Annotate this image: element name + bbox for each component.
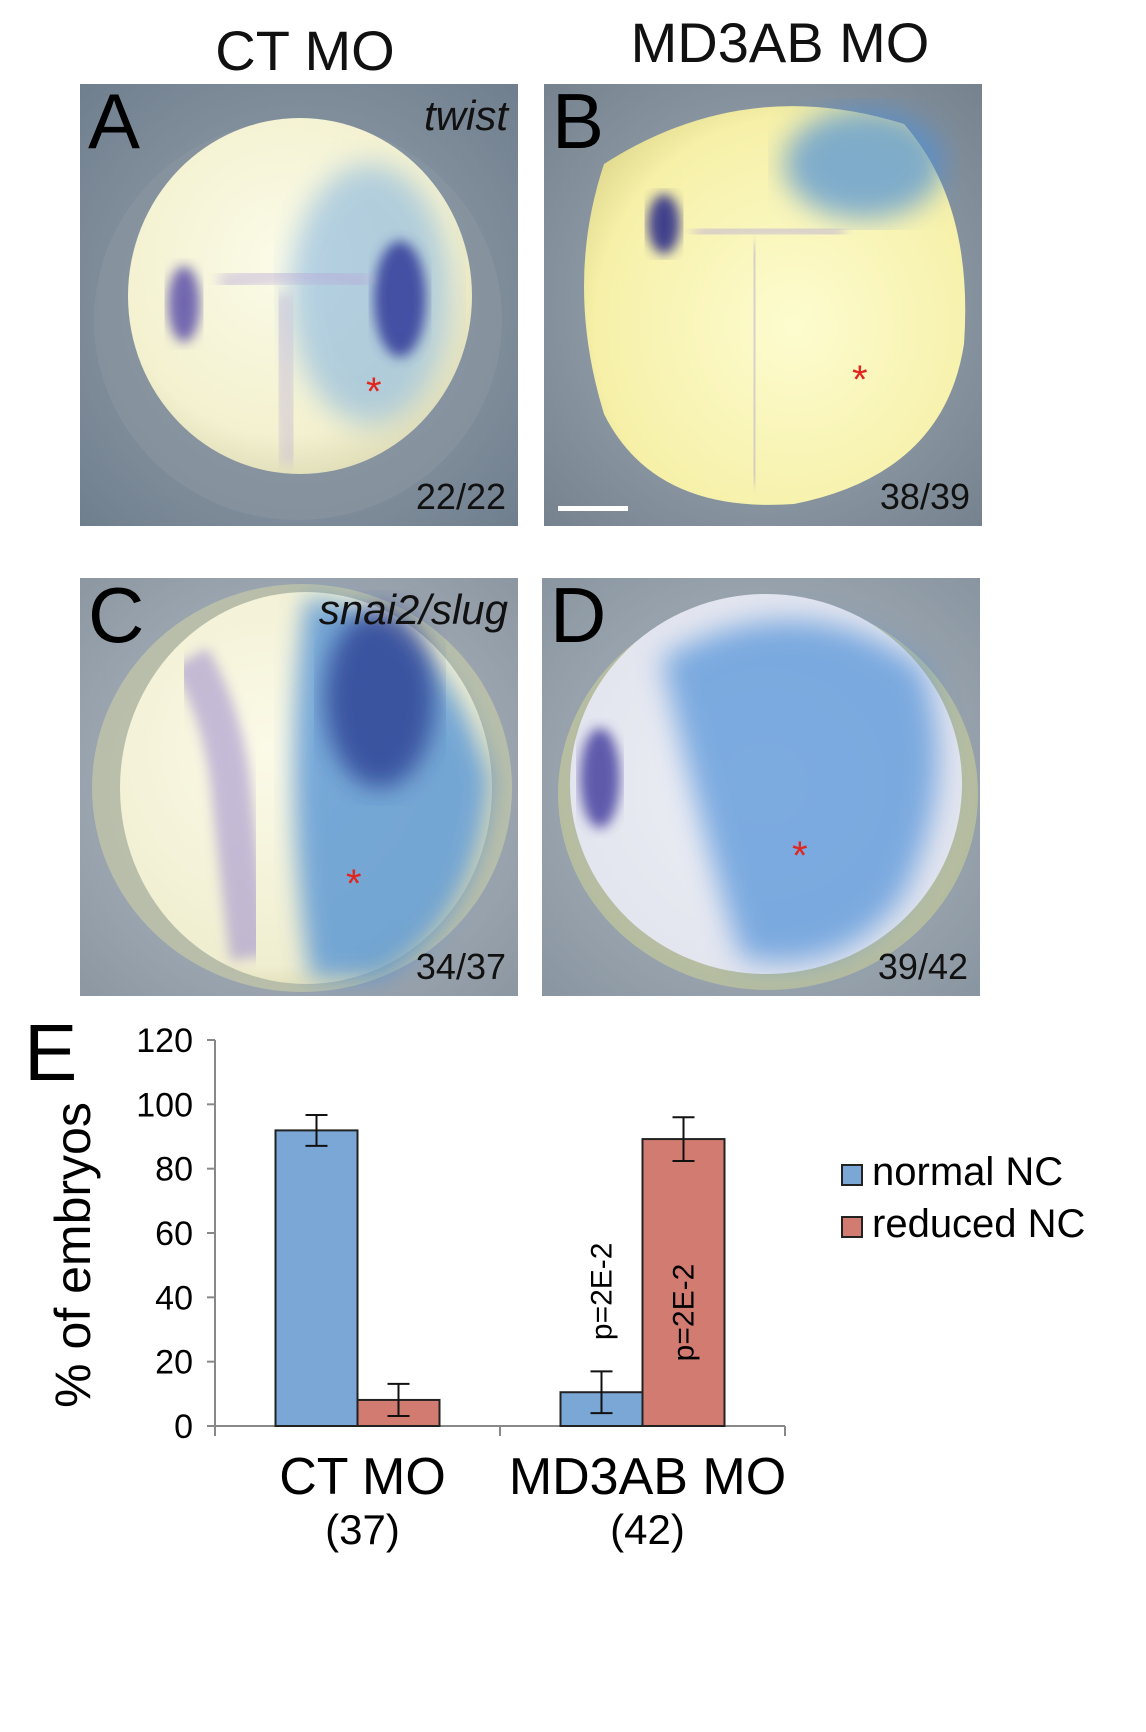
injected-side-star-a: *	[366, 370, 382, 414]
panel-a: A twist * 22/22	[80, 84, 518, 526]
legend-swatch	[841, 1216, 863, 1238]
scale-bar	[558, 506, 628, 511]
x-category-label: CT MO	[279, 1448, 446, 1506]
panel-letter-d: D	[550, 578, 607, 659]
panel-letter-b: B	[552, 84, 605, 165]
injected-side-star-b: *	[852, 358, 868, 402]
injected-side-star-c: *	[346, 862, 362, 906]
panel-d: D * 39/42	[542, 578, 980, 996]
legend-swatch	[841, 1164, 863, 1186]
panel-letter-a: A	[88, 84, 141, 165]
column-title-ct-mo: CT MO	[215, 19, 395, 82]
embryo-image-b	[544, 84, 982, 526]
x-category-count: (42)	[610, 1506, 685, 1553]
y-tick-label: 0	[174, 1408, 193, 1446]
y-tick-label: 40	[155, 1279, 193, 1317]
panel-c: C snai2/slug * 34/37	[80, 578, 518, 996]
embryo-count-d: 39/42	[877, 946, 968, 987]
embryo-count-a: 22/22	[415, 476, 506, 517]
chart-bars: p=2E-2 p=2E-2	[274, 1113, 726, 1428]
panel-b: B * 38/39	[544, 84, 982, 526]
legend-label: normal NC	[872, 1150, 1063, 1194]
y-tick-label: 20	[155, 1344, 193, 1382]
y-tick-label: 60	[155, 1215, 193, 1253]
column-title-md3ab-mo: MD3AB MO	[630, 11, 930, 74]
embryo-image-c	[80, 578, 518, 996]
y-tick-label: 100	[136, 1086, 193, 1124]
y-tick-label: 120	[136, 1022, 193, 1060]
panel-letter-c: C	[88, 578, 145, 659]
bar-annotation: p=2E-2	[586, 1243, 619, 1341]
bar-chart-e: E % of embryos 0 20 40 60 80 100 120 CT MO (37) M…	[0, 990, 1146, 1732]
gene-label-twist: twist	[424, 92, 508, 139]
bar-annotation: p=2E-2	[668, 1264, 701, 1362]
embryo-image-a	[80, 84, 518, 526]
embryo-image-d	[542, 578, 980, 996]
legend-label: reduced NC	[872, 1202, 1085, 1246]
chart-canvas: E % of embryos 0 20 40 60 80 100 120 CT MO(37) M…	[24, 1008, 1085, 1553]
panel-letter-e: E	[24, 1008, 77, 1097]
injected-side-star-d: *	[792, 834, 808, 878]
y-axis-label: % of embryos	[45, 1102, 101, 1408]
chart-axes: 0 20 40 60 80 100 120 CT MO(37) MD3AB MO(42)	[136, 1022, 786, 1553]
embryo-count-c: 34/37	[415, 946, 506, 987]
bar	[641, 1138, 726, 1427]
embryo-count-b: 38/39	[879, 476, 970, 517]
y-tick-label: 80	[155, 1151, 193, 1189]
gene-label-snai2-slug: snai2/slug	[318, 586, 508, 633]
x-category-label: MD3AB MO	[509, 1448, 786, 1506]
chart-legend: normal NC reduced NC	[841, 1150, 1085, 1246]
x-category-count: (37)	[325, 1506, 400, 1553]
bar	[274, 1129, 359, 1427]
